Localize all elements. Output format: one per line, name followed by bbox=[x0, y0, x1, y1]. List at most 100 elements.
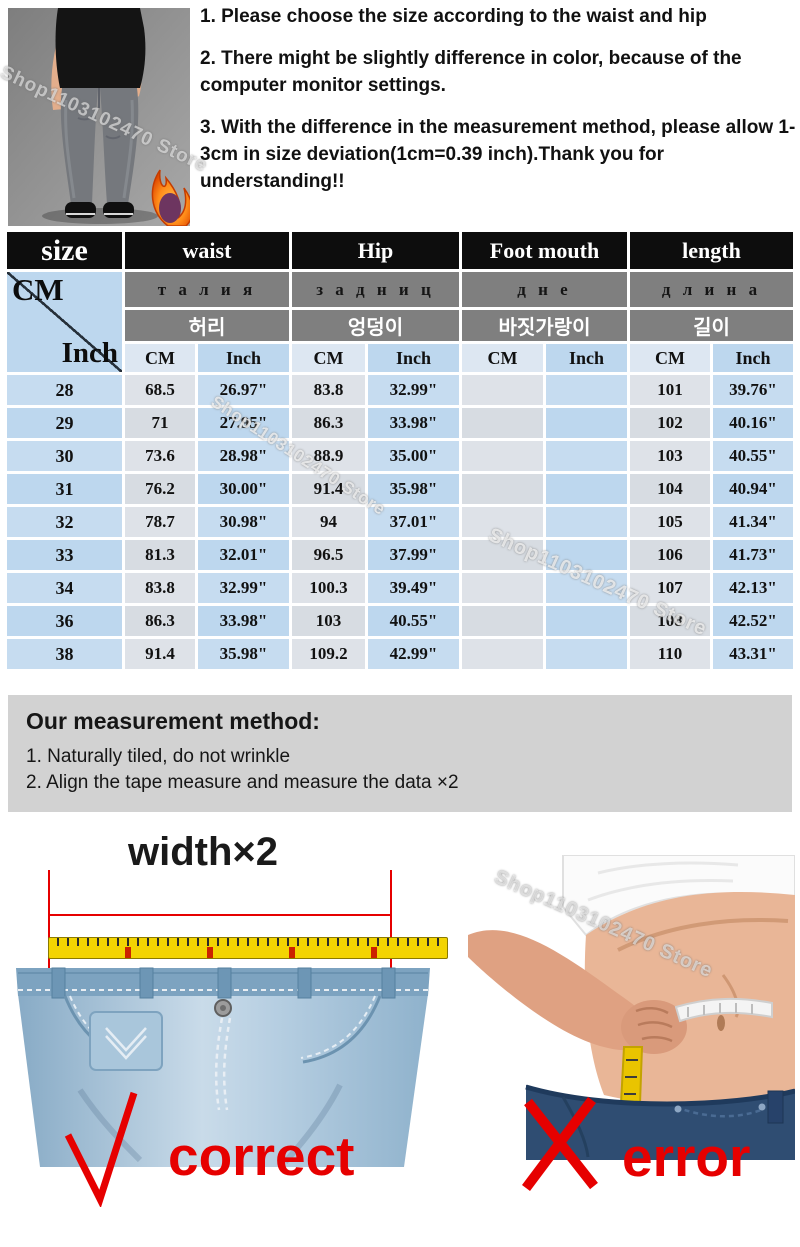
measurement-cell: 71 bbox=[125, 408, 195, 438]
inch-unit-label: Inch bbox=[61, 337, 118, 369]
size-value-cell: 31 bbox=[7, 474, 122, 504]
measurement-cell: 32.99" bbox=[368, 375, 459, 405]
measurement-cell: 104 bbox=[630, 474, 710, 504]
russian-label-foot: д н е bbox=[462, 272, 627, 307]
correct-label: correct bbox=[168, 1125, 355, 1187]
measurement-cell: 40.55" bbox=[713, 441, 793, 471]
measurement-cell: 35.98" bbox=[198, 639, 289, 669]
korean-label-waist: 허리 bbox=[125, 310, 289, 341]
measurement-cell: 41.73" bbox=[713, 540, 793, 570]
measurement-cell: 37.99" bbox=[368, 540, 459, 570]
subheader-cm: CM bbox=[292, 344, 365, 372]
subheader-inch: Inch bbox=[546, 344, 627, 372]
measurement-cell bbox=[546, 441, 627, 471]
error-verdict: error bbox=[520, 1092, 750, 1197]
model-jeans-image bbox=[8, 8, 190, 226]
subheader-inch: Inch bbox=[713, 344, 793, 372]
measurement-cell bbox=[462, 441, 543, 471]
measurement-cell: 40.94" bbox=[713, 474, 793, 504]
measurement-cell: 91.4 bbox=[292, 474, 365, 504]
subheader-cm: CM bbox=[462, 344, 543, 372]
korean-label-length: 길이 bbox=[630, 310, 793, 341]
measurement-cell: 96.5 bbox=[292, 540, 365, 570]
measurement-cell: 30.00" bbox=[198, 474, 289, 504]
note-2: 2. There might be slightly difference in… bbox=[200, 47, 742, 96]
russian-label-length: д л и н а bbox=[630, 272, 793, 307]
subheader-cm: CM bbox=[630, 344, 710, 372]
product-notes: 1. Please choose the size according to t… bbox=[200, 4, 798, 211]
measurement-cell bbox=[546, 507, 627, 537]
measurement-cell bbox=[546, 573, 627, 603]
korean-label-hip: 엉덩이 bbox=[292, 310, 459, 341]
column-header-foot-mouth: Foot mouth bbox=[462, 232, 627, 269]
measurement-cell: 26.97" bbox=[198, 375, 289, 405]
size-value-cell: 29 bbox=[7, 408, 122, 438]
cm-inch-diagonal-cell: CM Inch bbox=[7, 272, 122, 372]
measurement-method-box: Our measurement method: 1. Naturally til… bbox=[8, 695, 792, 812]
column-header-hip: Hip bbox=[292, 232, 459, 269]
measurement-cell: 103 bbox=[630, 441, 710, 471]
measurement-cell bbox=[546, 408, 627, 438]
column-header-length: length bbox=[630, 232, 793, 269]
dimension-line-horizontal bbox=[48, 914, 392, 916]
measurement-cell: 109.2 bbox=[292, 639, 365, 669]
measurement-cell: 102 bbox=[630, 408, 710, 438]
measurement-cell: 42.52" bbox=[713, 606, 793, 636]
korean-label-foot: 바짓가랑이 bbox=[462, 310, 627, 341]
measurement-cell bbox=[462, 540, 543, 570]
size-value-cell: 28 bbox=[7, 375, 122, 405]
measurement-cell: 101 bbox=[630, 375, 710, 405]
measurement-cell: 83.8 bbox=[292, 375, 365, 405]
measurement-cell: 41.34" bbox=[713, 507, 793, 537]
size-value-cell: 36 bbox=[7, 606, 122, 636]
product-photo bbox=[8, 8, 190, 226]
measurement-cell: 88.9 bbox=[292, 441, 365, 471]
measurement-cell: 32.99" bbox=[198, 573, 289, 603]
width-dimension-label: width×2 bbox=[128, 830, 279, 874]
measurement-cell: 30.98" bbox=[198, 507, 289, 537]
measurement-cell: 86.3 bbox=[125, 606, 195, 636]
measurement-cell: 105 bbox=[630, 507, 710, 537]
method-item-2: 2. Align the tape measure and measure th… bbox=[26, 771, 459, 793]
column-header-waist: waist bbox=[125, 232, 289, 269]
correct-verdict: correct bbox=[62, 1087, 354, 1207]
cm-unit-label: CM bbox=[12, 272, 64, 307]
dimension-line-right bbox=[390, 870, 392, 980]
method-title: Our measurement method: bbox=[26, 708, 320, 734]
measurement-cell: 42.13" bbox=[713, 573, 793, 603]
measurement-cell: 107 bbox=[630, 573, 710, 603]
correct-checkmark-icon bbox=[64, 1091, 138, 1207]
subheader-inch: Inch bbox=[368, 344, 459, 372]
flame-icon bbox=[151, 169, 190, 226]
measurement-cell bbox=[546, 375, 627, 405]
measurement-cell: 32.01" bbox=[198, 540, 289, 570]
measurement-cell bbox=[546, 540, 627, 570]
measurement-cell: 81.3 bbox=[125, 540, 195, 570]
measurement-cell: 86.3 bbox=[292, 408, 365, 438]
measurement-cell: 108 bbox=[630, 606, 710, 636]
measurement-cell bbox=[462, 408, 543, 438]
measurement-cell: 35.00" bbox=[368, 441, 459, 471]
measurement-cell: 33.98" bbox=[368, 408, 459, 438]
subheader-inch: Inch bbox=[198, 344, 289, 372]
size-value-cell: 30 bbox=[7, 441, 122, 471]
measurement-cell: 39.49" bbox=[368, 573, 459, 603]
note-3: 3. With the difference in the measuremen… bbox=[200, 116, 796, 192]
measurement-cell: 27.95" bbox=[198, 408, 289, 438]
measurement-cell: 100.3 bbox=[292, 573, 365, 603]
measurement-cell: 103 bbox=[292, 606, 365, 636]
measurement-cell bbox=[462, 639, 543, 669]
subheader-cm: CM bbox=[125, 344, 195, 372]
russian-label-hip: з а д н и ц bbox=[292, 272, 459, 307]
russian-label-waist: т а л и я bbox=[125, 272, 289, 307]
size-value-cell: 38 bbox=[7, 639, 122, 669]
measurement-cell bbox=[462, 375, 543, 405]
measurement-cell: 73.6 bbox=[125, 441, 195, 471]
size-value-cell: 32 bbox=[7, 507, 122, 537]
measurement-cell bbox=[462, 606, 543, 636]
size-chart-table: size waist Hip Foot mouth length CM Inch… bbox=[7, 232, 793, 669]
measurement-cell: 37.01" bbox=[368, 507, 459, 537]
measurement-cell: 40.55" bbox=[368, 606, 459, 636]
method-item-1: 1. Naturally tiled, do not wrinkle bbox=[26, 746, 291, 767]
measurement-cell: 78.7 bbox=[125, 507, 195, 537]
